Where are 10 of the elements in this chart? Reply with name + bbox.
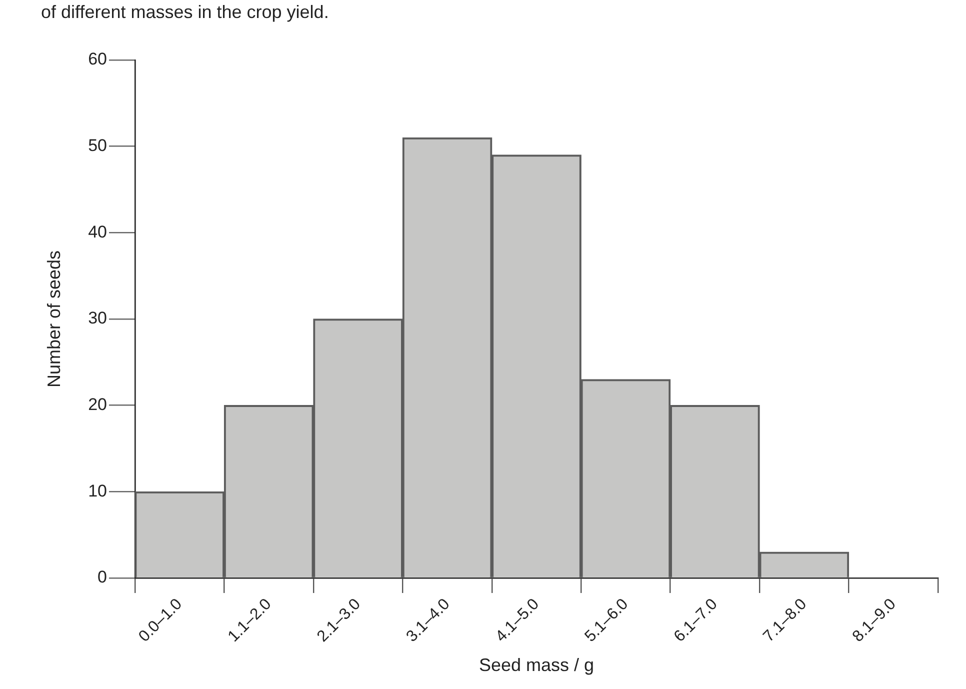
y-tick-label: 20 (88, 395, 107, 414)
y-tick-label: 30 (88, 308, 107, 328)
x-axis-title: Seed mass / g (478, 655, 594, 676)
y-tick-label: 60 (88, 50, 107, 69)
y-tick-label: 0 (98, 568, 107, 587)
y-tick-label: 40 (88, 222, 107, 242)
y-tick-label: 10 (88, 481, 107, 500)
y-tick-label: 50 (88, 136, 107, 156)
text: of different masses in the crop yield. (41, 2, 329, 23)
y-axis-title: Number of seeds (44, 250, 64, 388)
